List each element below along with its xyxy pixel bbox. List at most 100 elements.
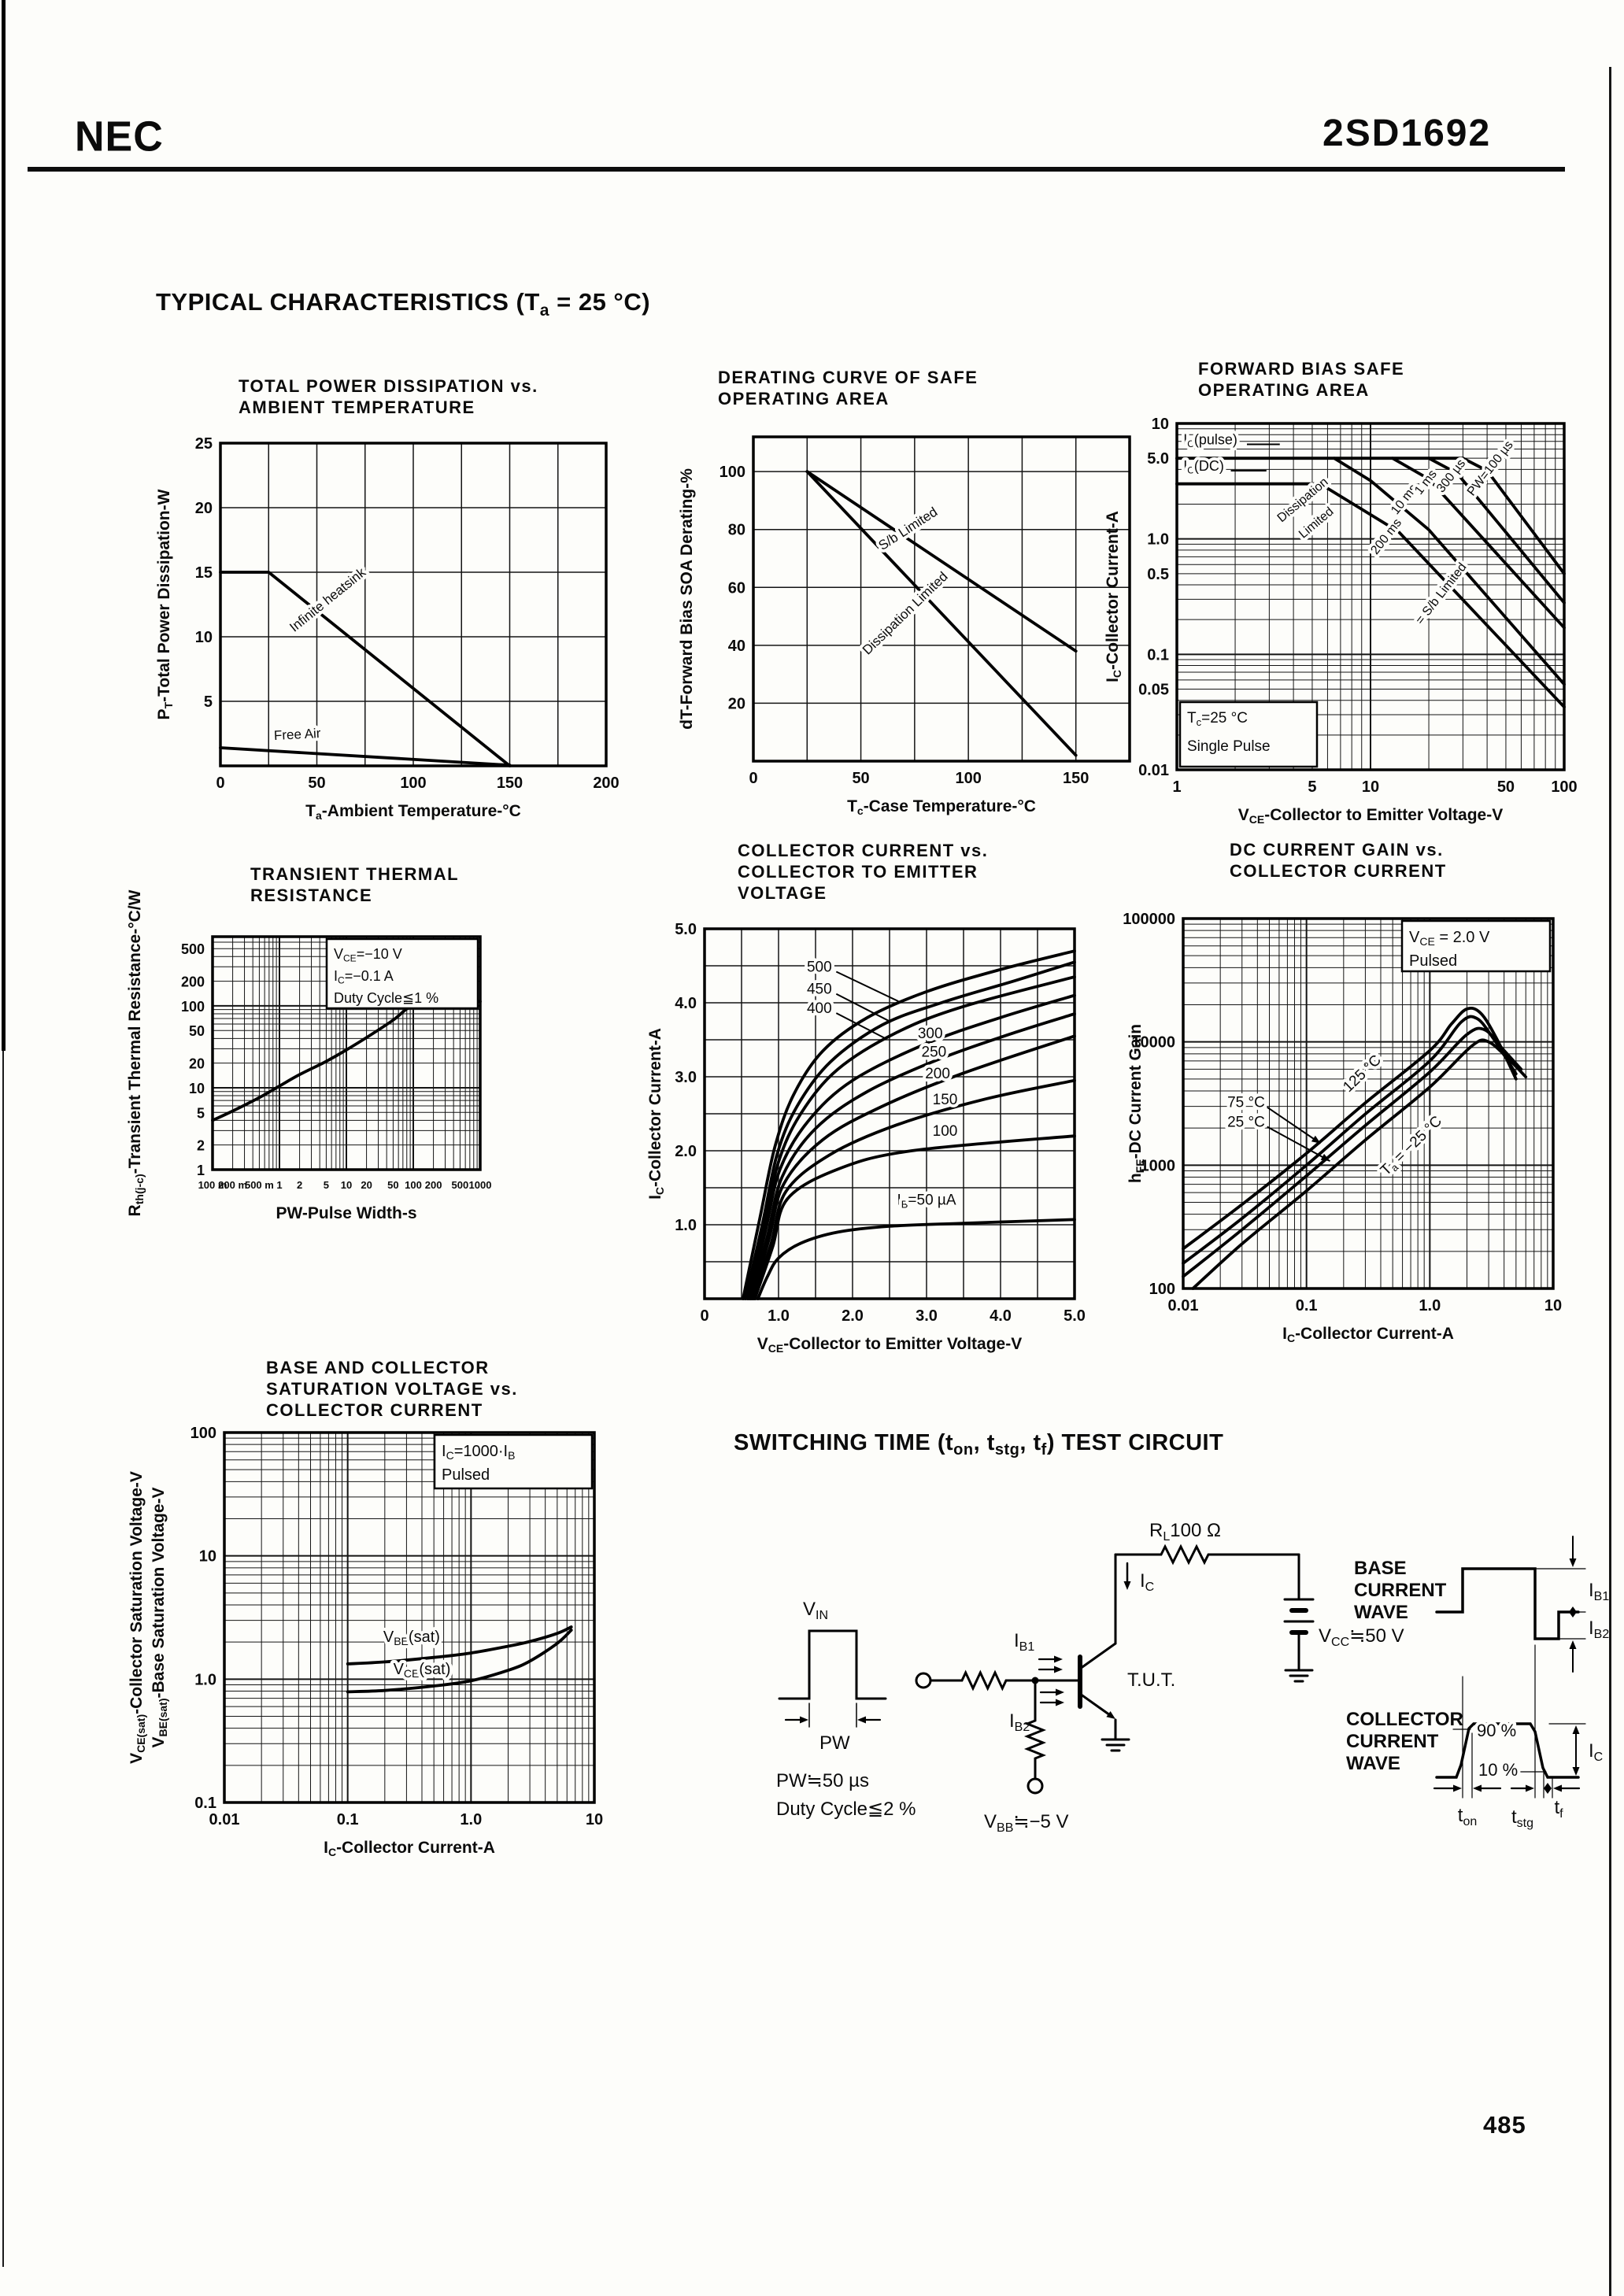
- gridlines: [753, 437, 1130, 762]
- arrowhead: [1569, 1558, 1577, 1567]
- curve-label: 500: [807, 959, 832, 976]
- chart-title: OPERATING AREA: [718, 389, 890, 409]
- chart-title: VOLTAGE: [738, 883, 827, 903]
- arrowhead: [1054, 1655, 1063, 1663]
- x-tick-label: 0.1: [1296, 1297, 1318, 1314]
- x-tick-label: 1.0: [768, 1307, 790, 1325]
- x-tick-label: 0.01: [1168, 1297, 1199, 1314]
- y-axis-label: IC-Collector Current-A: [1104, 511, 1123, 682]
- x-tick-label: 10: [341, 1179, 352, 1191]
- x-tick-label: 1: [276, 1179, 282, 1191]
- x-tick-label: 100: [405, 1179, 422, 1191]
- x-tick-label: 200: [593, 775, 619, 792]
- y-tick-label: 10: [1152, 416, 1169, 433]
- chart-title: OPERATING AREA: [1198, 380, 1370, 400]
- annotation-line: VCE = 2.0 V: [1409, 929, 1490, 948]
- chart-title: SATURATION VOLTAGE vs.: [266, 1379, 518, 1399]
- collector-current-wave: [1435, 1722, 1580, 1779]
- chart-svg-output: COLLECTOR CURRENT vs. COLLECTOR TO EMITTE…: [646, 841, 1086, 1355]
- curve-label: IC(pulse): [1183, 431, 1237, 449]
- arrowhead: [1311, 1135, 1321, 1144]
- plot-border: [1175, 422, 1566, 771]
- x-axis-label: IC-Collector Current-A: [324, 1839, 495, 1858]
- x-tick-label: 50: [387, 1179, 398, 1191]
- y-tick-label: 0.5: [1147, 566, 1169, 583]
- curve-free-air: [219, 746, 512, 767]
- annotation-line: IC=−0.1 A: [334, 968, 394, 986]
- annotation-box: [1400, 919, 1552, 973]
- x-axis-label: VCE-Collector to Emitter Voltage-V: [757, 1335, 1022, 1355]
- gridlines: [1182, 918, 1554, 1289]
- chart-title: COLLECTOR TO EMITTER: [738, 862, 978, 882]
- y-tick-label: 80: [728, 522, 745, 539]
- curve-ib-150uA: [752, 1078, 1076, 1300]
- label-leader: [1267, 1126, 1330, 1162]
- p10-label: 10 %: [1478, 1760, 1518, 1780]
- curve-dissipation-limited: [805, 470, 1078, 757]
- ib2-label: IB2: [1009, 1710, 1030, 1734]
- y-tick-label: 5.0: [675, 921, 697, 938]
- curve-ta-125C: [1182, 1006, 1518, 1251]
- y-tick-label: 60: [728, 579, 745, 597]
- y-tick-label: 1000: [1141, 1157, 1176, 1174]
- x-tick-label: 150: [497, 775, 523, 792]
- y-tick-label: 20: [728, 695, 745, 712]
- curve-label: 125 °C: [1340, 1052, 1385, 1096]
- x-tick-label: 3.0: [916, 1307, 938, 1325]
- annotation-box: [433, 1433, 594, 1490]
- curve-ib-200uA: [750, 1034, 1076, 1300]
- resistor-v: [1023, 1713, 1047, 1766]
- x-axis-label: VCE-Collector to Emitter Voltage-V: [1238, 806, 1503, 826]
- y-axis-label: Rth(j-c)-Transient Thermal Resistance-°C…: [126, 889, 146, 1216]
- chart-title: DC CURRENT GAIN vs.: [1230, 840, 1444, 860]
- base-wave-caption: CURRENT: [1354, 1580, 1447, 1601]
- x-tick-label: 50: [852, 770, 869, 787]
- y-tick-label: 100000: [1123, 911, 1175, 928]
- y-tick-label: 10: [189, 1081, 205, 1096]
- ic-dim-label: IC: [1589, 1740, 1603, 1764]
- x-tick-label: 5: [324, 1179, 329, 1191]
- curve-vbe-sat: [346, 1625, 573, 1666]
- y-tick-label: 0.01: [1138, 762, 1169, 779]
- x-tick-label: 0.01: [209, 1811, 240, 1828]
- resistor-h: [953, 1669, 1015, 1691]
- curve-label: VCE(sat): [394, 1661, 451, 1680]
- x-tick-label: 150: [1063, 770, 1089, 787]
- chart-title: COLLECTOR CURRENT vs.: [738, 841, 988, 860]
- x-tick-label: 10: [1362, 778, 1379, 796]
- annotation-line: Pulsed: [1409, 952, 1457, 970]
- x-tick-label: 0: [749, 770, 757, 787]
- arrowhead: [1453, 1784, 1462, 1792]
- diamond-marker: [1544, 1783, 1552, 1794]
- chart-derating-curve-soa: DERATING CURVE OF SAFE OPERATING AREA S/b …: [665, 358, 1185, 856]
- x-tick-label: 500 m: [245, 1179, 274, 1191]
- header-rule: [28, 167, 1565, 172]
- plot-border: [219, 442, 608, 767]
- chart-saturation-voltage: BASE AND COLLECTOR SATURATION VOLTAGE vs.…: [118, 1350, 669, 1901]
- annotation-line: Pulsed: [442, 1466, 490, 1484]
- curve-dissipation-sb: [1319, 482, 1566, 709]
- curve-label: 150: [933, 1092, 958, 1108]
- y-tick-label: 10: [199, 1548, 216, 1566]
- y-tick-label: 4.0: [675, 995, 697, 1012]
- y-tick-label: 100: [1149, 1281, 1175, 1298]
- annotation-box: [1178, 701, 1319, 768]
- chart-title: AMBIENT TEMPERATURE: [239, 397, 475, 417]
- x-tick-label: 100: [1551, 778, 1577, 796]
- x-tick-label: 200 m: [218, 1179, 247, 1191]
- collector-wave-caption: WAVE: [1346, 1753, 1400, 1774]
- arrowhead: [1056, 1688, 1064, 1696]
- x-tick-label: 4.0: [990, 1307, 1012, 1325]
- arrowhead: [800, 1716, 808, 1724]
- y-axis-label: PT-Total Power Dissipation-W: [155, 489, 175, 719]
- chart-title: BASE AND COLLECTOR: [266, 1358, 490, 1377]
- curve-label: Free Air: [273, 726, 321, 743]
- chart-title: DERATING CURVE OF SAFE: [718, 368, 978, 387]
- tf-label: tf: [1554, 1797, 1563, 1821]
- arrowhead: [1054, 1666, 1063, 1673]
- annotation-line: Tc=25 °C: [1187, 710, 1248, 728]
- curve-label: PW=100 µs: [1465, 438, 1516, 498]
- chart-total-power-dissipation: TOTAL POWER DISSIPATION vs. AMBIENT TEMPE…: [146, 368, 657, 856]
- annotation-box: [325, 937, 479, 1010]
- curve-label: 200 ms: [1368, 516, 1404, 557]
